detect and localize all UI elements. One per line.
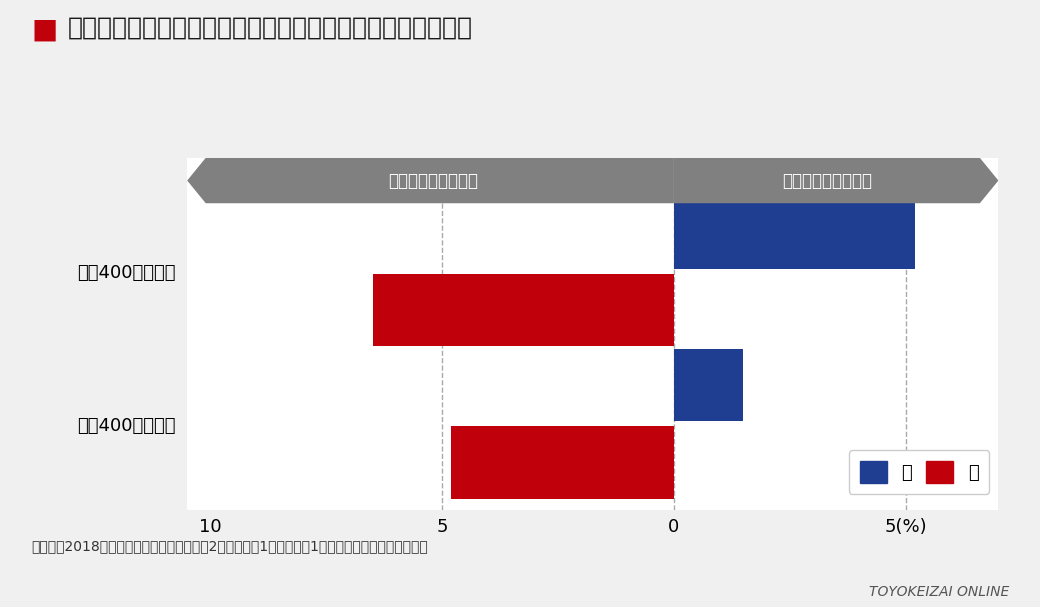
Text: 「恋愛に能動的な男女」を年収別に見た場合の未既婚者の差: 「恋愛に能動的な男女」を年収別に見た場合の未既婚者の差: [68, 15, 472, 39]
Text: TOYOKEIZAI ONLINE: TOYOKEIZAI ONLINE: [868, 585, 1009, 599]
Text: 未婚者のほうが多い: 未婚者のほうが多い: [782, 172, 872, 189]
Text: （出所）2018年ソロもんラボ調査　（全国2万人：未婚1万人／既婚1万人対象）より荒川和久作成: （出所）2018年ソロもんラボ調査 （全国2万人：未婚1万人／既婚1万人対象）よ…: [31, 539, 427, 554]
Bar: [451, 426, 674, 498]
Bar: [674, 348, 744, 421]
Bar: [372, 274, 674, 347]
Text: 既婚者のほうが多い: 既婚者のほうが多い: [388, 172, 477, 189]
Polygon shape: [674, 158, 998, 203]
Bar: [674, 197, 915, 269]
Legend: 男, 女: 男, 女: [849, 450, 989, 494]
Text: ■: ■: [31, 15, 57, 43]
Polygon shape: [187, 158, 674, 203]
